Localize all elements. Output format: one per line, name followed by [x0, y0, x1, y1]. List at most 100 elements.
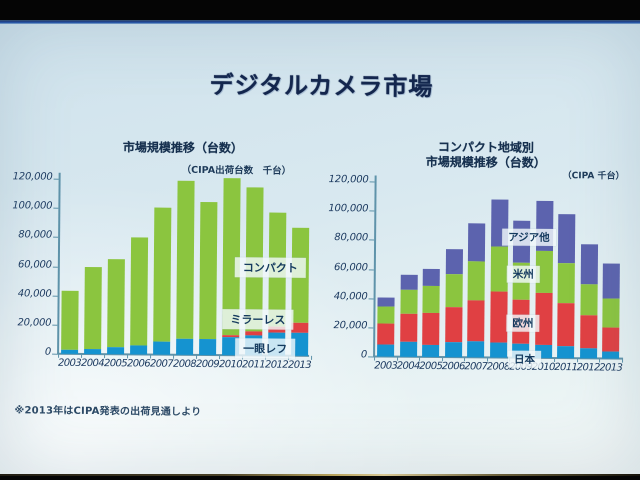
bar-2012 — [268, 212, 287, 356]
bar-segment-アジア他 — [557, 213, 576, 264]
bar-segment-一眼レフ — [130, 345, 148, 355]
x-tick-label: 2008 — [486, 361, 510, 373]
right-chart-title: コンパクト地域別 市場規模推移（台数） — [416, 140, 556, 171]
x-axis-tick — [311, 355, 313, 360]
right-chart-x-axis-labels: 2003200420052006200720082009201020112012… — [374, 360, 622, 373]
x-axis-tick — [486, 357, 488, 362]
right-chart-y-axis-labels: 0 20,000 40,000 60,000 80,000 100,000 120,000 — [321, 174, 369, 360]
y-axis-tick — [52, 295, 58, 297]
x-axis-tick — [464, 357, 466, 362]
y-tick-label: 80,000 — [334, 232, 369, 244]
bar-segment-米州 — [579, 283, 598, 316]
x-axis-tick — [219, 355, 221, 360]
bar-segment-ミラーレス — [291, 322, 309, 333]
x-axis-tick — [374, 356, 376, 361]
bar-2009 — [199, 201, 218, 356]
x-axis-tick — [58, 353, 60, 358]
bar-segment-一眼レフ — [153, 341, 171, 355]
y-tick-label: 20,000 — [17, 317, 52, 329]
bar-segment-欧州 — [399, 313, 417, 343]
x-tick-label: 2007 — [464, 361, 488, 373]
y-tick-label: 120,000 — [328, 174, 369, 186]
bar-2008 — [176, 180, 195, 355]
bar-segment-日本 — [602, 351, 620, 359]
right-chart-bars — [377, 198, 620, 359]
bar-segment-コンパクト — [130, 237, 149, 346]
bar-2011 — [557, 213, 576, 359]
y-tick-label: 60,000 — [18, 258, 52, 271]
x-axis-tick — [621, 358, 623, 363]
bar-segment-日本 — [399, 342, 417, 357]
y-tick-label: 20,000 — [333, 319, 368, 332]
bar-segment-コンパクト — [107, 259, 125, 348]
bar-segment-欧州 — [602, 327, 620, 352]
y-axis-tick — [369, 210, 375, 212]
right-chart-y-axis — [373, 175, 377, 357]
bar-segment-米州 — [557, 263, 575, 303]
bar-segment-日本 — [579, 348, 597, 359]
bar-segment-一眼レフ — [107, 347, 125, 355]
bar-segment-アジア他 — [445, 249, 463, 275]
x-tick-label: 2007 — [149, 358, 174, 370]
bar-segment-米州 — [602, 298, 620, 328]
right-chart-title-line2: 市場規模推移（台数） — [425, 154, 546, 170]
x-tick-label: 2005 — [419, 360, 443, 373]
y-axis-tick — [369, 181, 375, 183]
bar-segment-一眼レフ — [199, 338, 217, 356]
x-axis-tick — [173, 354, 175, 359]
x-tick-label: 2012 — [264, 359, 289, 371]
y-tick-label: 100,000 — [328, 203, 369, 215]
bar-segment-欧州 — [579, 315, 597, 349]
x-tick-label: 2009 — [195, 358, 220, 371]
y-axis-tick — [368, 327, 374, 329]
slide-title: デジタルカメラ市場 — [209, 71, 434, 101]
left-chart-title: 市場規模推移（台数） — [122, 140, 243, 156]
bar-segment-欧州 — [467, 300, 485, 342]
right-chart-unit-note: （CIPA 千台） — [562, 171, 625, 182]
x-tick-label: 2011 — [554, 362, 578, 374]
bar-2007 — [153, 207, 172, 355]
bar-segment-欧州 — [444, 307, 462, 343]
y-axis-tick — [368, 356, 374, 358]
x-axis-tick — [441, 357, 443, 362]
left-chart-y-axis — [57, 172, 61, 354]
slide-content: デジタルカメラ市場 市場規模推移（台数） （CIPA出荷台数 千台） 0 20,0… — [0, 21, 640, 477]
bar-2003 — [377, 297, 395, 357]
y-axis-tick — [53, 236, 59, 239]
bar-segment-米州 — [399, 289, 418, 314]
x-tick-label: 2006 — [126, 358, 151, 370]
bar-segment-日本 — [557, 346, 575, 359]
bar-2005 — [422, 268, 440, 358]
bar-2003 — [61, 291, 79, 354]
bar-segment-一眼レフ — [176, 338, 194, 355]
y-axis-tick — [52, 266, 58, 268]
y-axis-tick — [52, 353, 58, 355]
x-tick-label: 2003 — [57, 357, 82, 369]
x-tick-label: 2004 — [396, 360, 420, 372]
right-chart-title-line1: コンパクト地域別 — [437, 140, 534, 155]
x-axis-tick — [396, 356, 398, 361]
presentation-slide: デジタルカメラ市場 市場規模推移（台数） （CIPA出荷台数 千台） 0 20,0… — [0, 24, 640, 474]
label-japan: 日本 — [507, 350, 542, 368]
y-tick-label: 80,000 — [18, 229, 53, 241]
left-chart-unit-note: （CIPA出荷台数 千台） — [181, 164, 292, 177]
bar-segment-一眼レフ — [84, 348, 102, 355]
x-tick-label: 2013 — [599, 362, 623, 374]
bar-2005 — [107, 259, 125, 355]
bar-segment-米州 — [467, 261, 485, 301]
bar-segment-コンパクト — [176, 180, 195, 339]
screen-bottom-edge — [0, 474, 640, 476]
y-tick-label: 40,000 — [17, 288, 52, 300]
bar-segment-アジア他 — [422, 268, 440, 287]
bar-2012 — [579, 244, 598, 359]
bar-segment-欧州 — [557, 302, 575, 347]
x-tick-label: 2008 — [172, 358, 197, 370]
bar-segment-米州 — [377, 306, 395, 324]
x-axis-tick — [196, 354, 198, 359]
bar-segment-日本 — [467, 341, 485, 358]
bar-segment-欧州 — [489, 291, 508, 343]
bar-segment-欧州 — [377, 323, 395, 345]
bar-2007 — [467, 223, 486, 358]
bar-segment-日本 — [489, 342, 507, 358]
x-tick-label: 2004 — [80, 357, 105, 370]
